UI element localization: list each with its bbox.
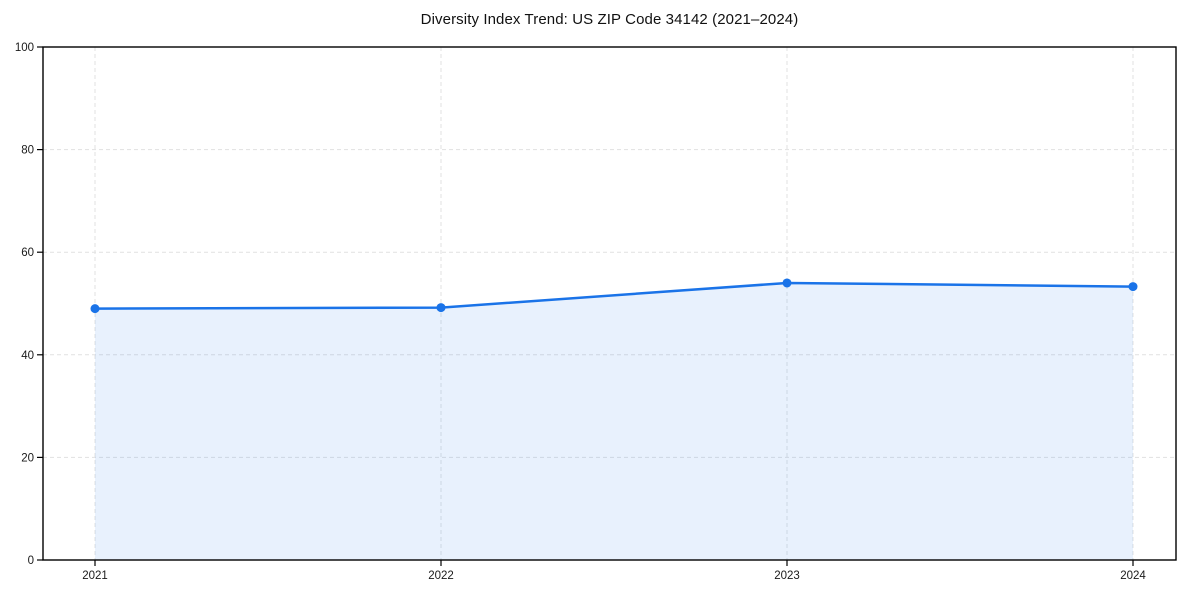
y-tick-label: 80 [21,145,34,157]
data-point [436,303,446,313]
x-tick-label: 2022 [428,570,454,582]
plot-border [42,46,1177,561]
data-point [1128,282,1138,292]
data-point [90,304,100,314]
x-tick-label: 2024 [1120,570,1146,582]
y-tick-label: 100 [15,42,34,54]
data-point [782,278,792,288]
y-tick-label: 60 [21,247,34,259]
x-tick-label: 2021 [82,570,108,582]
chart-title: Diversity Index Trend: US ZIP Code 34142… [420,11,799,28]
y-tick-label: 20 [21,452,34,464]
y-tick-label: 40 [21,350,34,362]
trend-line [93,281,1135,310]
x-tick-label: 2023 [774,570,800,582]
y-tick-label: 0 [28,555,34,567]
area-fill [95,282,1133,560]
